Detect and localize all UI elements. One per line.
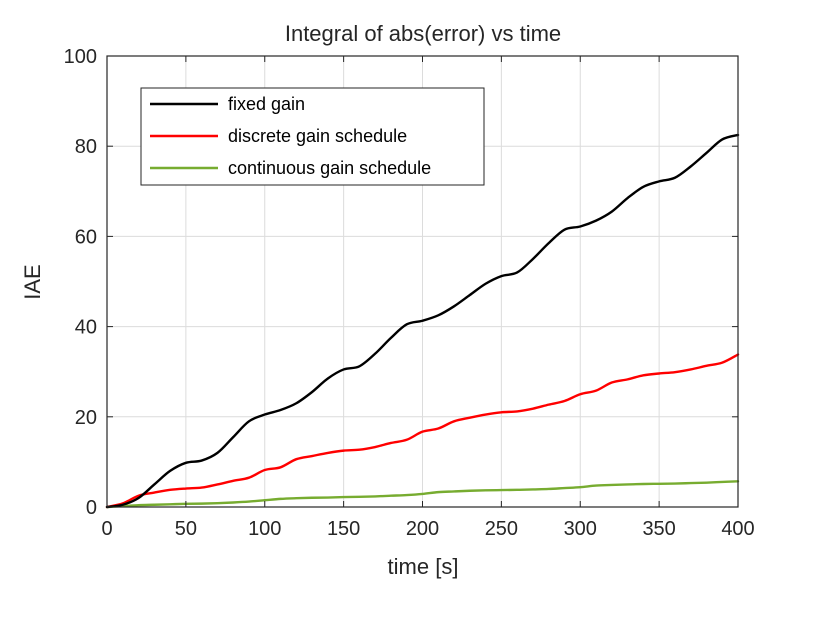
x-axis-title: time [s] <box>388 554 459 579</box>
x-tick-label: 200 <box>406 518 439 540</box>
ticks <box>106 55 739 508</box>
series-line-fixed-gain <box>105 133 740 509</box>
y-tick-label: 60 <box>75 226 97 248</box>
series-layer <box>105 133 740 509</box>
legend-label-fixed-gain: fixed gain <box>228 94 305 114</box>
y-tick-label: 100 <box>64 46 97 68</box>
series-line-continuous-gain-schedule <box>105 480 740 509</box>
x-tick-label: 300 <box>564 518 597 540</box>
y-tick-label: 80 <box>75 136 97 158</box>
legend-label-discrete-gain-schedule: discrete gain schedule <box>228 126 407 146</box>
chart-title: Integral of abs(error) vs time <box>285 21 561 46</box>
tick-labels: 0 50 100 150 200 250 300 350 400 0 20 40 60 80 100 <box>64 46 755 540</box>
y-tick-label: 40 <box>75 317 97 339</box>
x-tick-label: 100 <box>248 518 281 540</box>
y-tick-label: 20 <box>75 407 97 429</box>
series-line-discrete-gain-schedule <box>105 353 740 509</box>
x-tick-label: 350 <box>642 518 675 540</box>
x-tick-label: 50 <box>175 518 197 540</box>
y-axis-title: IAE <box>20 264 45 299</box>
x-tick-label: 0 <box>101 518 112 540</box>
x-tick-label: 150 <box>327 518 360 540</box>
x-tick-label: 250 <box>485 518 518 540</box>
y-tick-label: 0 <box>86 497 97 519</box>
legend: fixed gain discrete gain schedule continuo… <box>140 87 485 186</box>
x-tick-label: 400 <box>721 518 754 540</box>
legend-label-continuous-gain-schedule: continuous gain schedule <box>228 158 431 178</box>
legend-items: fixed gain discrete gain schedule continuo… <box>150 94 431 178</box>
